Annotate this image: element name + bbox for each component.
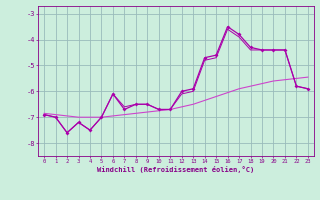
X-axis label: Windchill (Refroidissement éolien,°C): Windchill (Refroidissement éolien,°C) bbox=[97, 166, 255, 173]
